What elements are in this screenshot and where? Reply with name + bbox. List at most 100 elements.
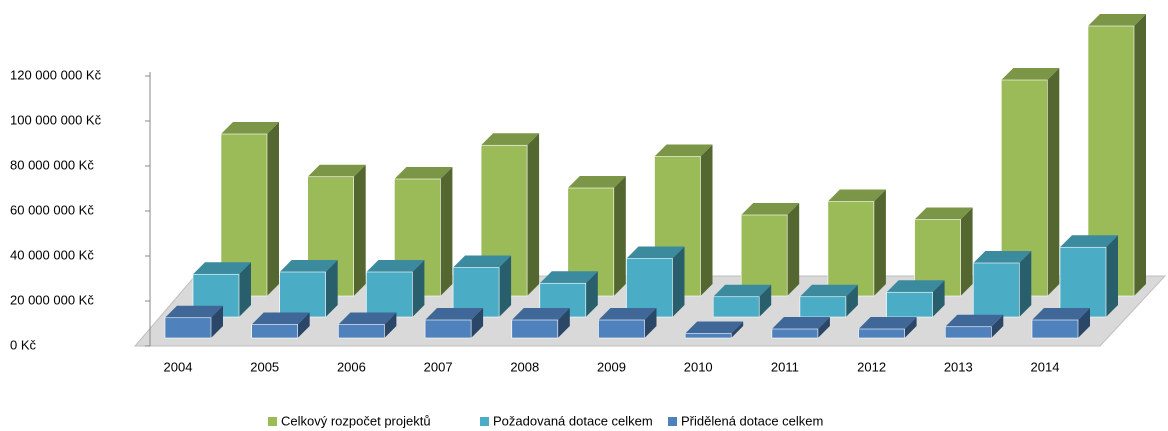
bar-front xyxy=(164,317,212,339)
bar-top xyxy=(1001,68,1060,80)
bar-side xyxy=(353,164,366,296)
legend-swatch xyxy=(480,417,489,426)
bar xyxy=(452,255,512,318)
bar-front xyxy=(1031,319,1079,339)
bar-front xyxy=(338,324,385,339)
bar-side xyxy=(384,312,397,338)
bar-top xyxy=(366,260,425,272)
bar-front xyxy=(251,324,298,339)
bar-side xyxy=(960,207,973,296)
bar-front xyxy=(279,271,327,318)
bar xyxy=(598,308,657,339)
bar-side xyxy=(585,271,598,317)
bar-side xyxy=(787,203,800,296)
bar-side xyxy=(672,246,685,317)
y-tick-label: 120 000 000 Kč xyxy=(10,67,102,82)
bar-side xyxy=(904,317,917,338)
x-tick-label: 2012 xyxy=(857,359,886,374)
bar-front xyxy=(944,326,992,339)
bar-side xyxy=(644,308,657,338)
bar xyxy=(279,260,338,318)
bar xyxy=(972,251,1032,318)
bar-side xyxy=(527,133,540,296)
bar-side xyxy=(211,305,223,338)
bar xyxy=(338,312,397,339)
bar-front xyxy=(511,319,559,339)
bar-top xyxy=(251,312,310,325)
bar-front xyxy=(740,214,788,297)
bar-top xyxy=(626,246,685,259)
x-tick-label: 2005 xyxy=(250,359,279,374)
bar-top xyxy=(511,308,570,320)
bar-side xyxy=(440,167,453,296)
bar-side xyxy=(932,280,945,317)
bar-front xyxy=(684,333,732,339)
bar-side xyxy=(731,321,744,338)
bar-top xyxy=(914,207,973,220)
bar-side xyxy=(845,284,858,317)
bar-front xyxy=(366,271,413,318)
bar xyxy=(712,284,772,318)
bar-front xyxy=(424,319,472,339)
bar-front xyxy=(972,262,1020,318)
bar-side xyxy=(873,189,886,296)
bar-side xyxy=(1078,308,1090,338)
bar-side xyxy=(700,144,713,296)
bar xyxy=(740,203,800,297)
bar-top xyxy=(858,317,917,329)
x-tick-label: 2006 xyxy=(337,359,366,374)
bar-front xyxy=(799,296,847,318)
bar-top xyxy=(886,280,945,293)
bar-front xyxy=(626,258,673,318)
bar xyxy=(1031,308,1090,339)
bar-side xyxy=(239,262,251,317)
x-tick-label: 2011 xyxy=(771,359,799,374)
legend-swatch xyxy=(268,417,277,426)
bar-side xyxy=(412,260,425,317)
y-tick-label: 0 Kč xyxy=(10,337,37,352)
bar xyxy=(944,314,1004,339)
bar xyxy=(424,308,484,339)
bar xyxy=(886,280,945,318)
bar xyxy=(164,305,223,339)
bar-side xyxy=(267,122,279,296)
bar-top xyxy=(338,312,397,325)
bar-top xyxy=(713,284,772,297)
bar-top xyxy=(741,203,800,215)
bar-top xyxy=(827,189,886,202)
bar-side xyxy=(499,255,512,317)
bar-front xyxy=(827,201,875,297)
bar-top xyxy=(453,255,512,268)
bar xyxy=(539,271,598,318)
y-tick-label: 60 000 000 Kč xyxy=(10,202,94,217)
bar xyxy=(799,284,858,318)
bar xyxy=(858,317,917,339)
bar-side xyxy=(471,308,484,338)
bar-top xyxy=(1088,14,1146,26)
bar-top xyxy=(685,321,744,334)
bar-top xyxy=(567,176,626,188)
bar-top xyxy=(973,251,1032,263)
bar-front xyxy=(771,328,819,339)
bar-side xyxy=(297,312,310,338)
bar-top xyxy=(654,144,713,157)
bar xyxy=(626,246,685,318)
bar-top xyxy=(771,317,830,329)
bar-top xyxy=(1060,235,1118,248)
bar-side xyxy=(557,308,570,338)
bar xyxy=(827,189,886,297)
bar-front xyxy=(886,291,933,318)
bar-top xyxy=(1032,308,1090,320)
x-tick-label: 2014 xyxy=(1031,359,1060,374)
y-tick-label: 40 000 000 Kč xyxy=(10,247,94,262)
bar xyxy=(251,312,310,339)
bar-top xyxy=(165,305,223,318)
bar xyxy=(1059,235,1118,318)
y-tick-label: 100 000 000 Kč xyxy=(10,112,102,127)
bar-side xyxy=(1047,68,1060,296)
bar-top xyxy=(539,271,598,284)
bar-front xyxy=(1059,246,1107,318)
bar xyxy=(366,260,425,318)
bar-side xyxy=(1106,235,1118,317)
